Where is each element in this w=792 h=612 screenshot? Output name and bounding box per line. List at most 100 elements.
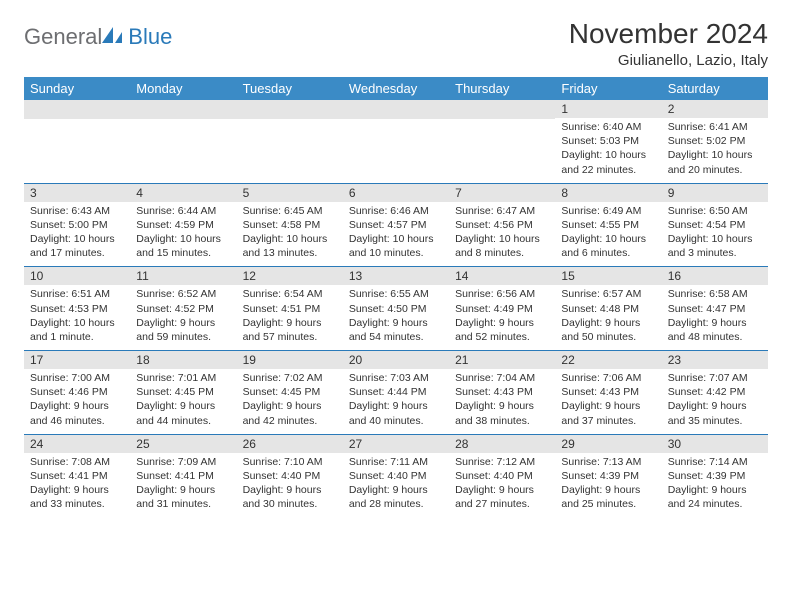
sunrise-text: Sunrise: 6:47 AM (455, 204, 549, 218)
day-number: 19 (237, 351, 343, 369)
empty-day-header (237, 100, 343, 119)
sunrise-text: Sunrise: 7:00 AM (30, 371, 124, 385)
calendar-table: Sunday Monday Tuesday Wednesday Thursday… (24, 77, 768, 517)
weekday-saturday: Saturday (662, 77, 768, 100)
daylight-text: Daylight: 9 hours and 37 minutes. (561, 399, 655, 427)
day-cell: 18Sunrise: 7:01 AMSunset: 4:45 PMDayligh… (130, 351, 236, 435)
title-block: November 2024 Giulianello, Lazio, Italy (569, 18, 768, 69)
logo: General Blue (24, 24, 172, 50)
daylight-text: Daylight: 9 hours and 46 minutes. (30, 399, 124, 427)
day-cell: 30Sunrise: 7:14 AMSunset: 4:39 PMDayligh… (662, 434, 768, 517)
week-row: 1Sunrise: 6:40 AMSunset: 5:03 PMDaylight… (24, 100, 768, 183)
daylight-text: Daylight: 9 hours and 33 minutes. (30, 483, 124, 511)
daylight-text: Daylight: 9 hours and 30 minutes. (243, 483, 337, 511)
sunrise-text: Sunrise: 6:51 AM (30, 287, 124, 301)
day-cell: 3Sunrise: 6:43 AMSunset: 5:00 PMDaylight… (24, 183, 130, 267)
day-details: Sunrise: 6:56 AMSunset: 4:49 PMDaylight:… (449, 285, 555, 350)
sunrise-text: Sunrise: 7:06 AM (561, 371, 655, 385)
day-details: Sunrise: 6:51 AMSunset: 4:53 PMDaylight:… (24, 285, 130, 350)
sunrise-text: Sunrise: 6:41 AM (668, 120, 762, 134)
sunrise-text: Sunrise: 7:03 AM (349, 371, 443, 385)
sunrise-text: Sunrise: 6:55 AM (349, 287, 443, 301)
day-cell: 25Sunrise: 7:09 AMSunset: 4:41 PMDayligh… (130, 434, 236, 517)
day-number: 29 (555, 435, 661, 453)
sunset-text: Sunset: 4:39 PM (561, 469, 655, 483)
sunrise-text: Sunrise: 7:08 AM (30, 455, 124, 469)
day-cell: 22Sunrise: 7:06 AMSunset: 4:43 PMDayligh… (555, 351, 661, 435)
day-number: 28 (449, 435, 555, 453)
day-cell (343, 100, 449, 183)
day-details: Sunrise: 6:40 AMSunset: 5:03 PMDaylight:… (555, 118, 661, 183)
weekday-friday: Friday (555, 77, 661, 100)
day-cell (130, 100, 236, 183)
sunrise-text: Sunrise: 7:14 AM (668, 455, 762, 469)
day-cell: 26Sunrise: 7:10 AMSunset: 4:40 PMDayligh… (237, 434, 343, 517)
daylight-text: Daylight: 10 hours and 13 minutes. (243, 232, 337, 260)
day-cell: 11Sunrise: 6:52 AMSunset: 4:52 PMDayligh… (130, 267, 236, 351)
day-details: Sunrise: 6:44 AMSunset: 4:59 PMDaylight:… (130, 202, 236, 267)
sunrise-text: Sunrise: 6:40 AM (561, 120, 655, 134)
daylight-text: Daylight: 9 hours and 31 minutes. (136, 483, 230, 511)
day-number: 22 (555, 351, 661, 369)
day-cell: 7Sunrise: 6:47 AMSunset: 4:56 PMDaylight… (449, 183, 555, 267)
day-number: 1 (555, 100, 661, 118)
sunrise-text: Sunrise: 6:44 AM (136, 204, 230, 218)
day-cell: 6Sunrise: 6:46 AMSunset: 4:57 PMDaylight… (343, 183, 449, 267)
day-number: 18 (130, 351, 236, 369)
day-cell: 21Sunrise: 7:04 AMSunset: 4:43 PMDayligh… (449, 351, 555, 435)
day-details: Sunrise: 7:13 AMSunset: 4:39 PMDaylight:… (555, 453, 661, 518)
sunrise-text: Sunrise: 6:43 AM (30, 204, 124, 218)
sunrise-text: Sunrise: 6:50 AM (668, 204, 762, 218)
day-details: Sunrise: 7:00 AMSunset: 4:46 PMDaylight:… (24, 369, 130, 434)
day-number: 13 (343, 267, 449, 285)
sunset-text: Sunset: 4:44 PM (349, 385, 443, 399)
sunrise-text: Sunrise: 7:02 AM (243, 371, 337, 385)
day-details: Sunrise: 7:09 AMSunset: 4:41 PMDaylight:… (130, 453, 236, 518)
day-number: 6 (343, 184, 449, 202)
day-number: 23 (662, 351, 768, 369)
day-details: Sunrise: 7:02 AMSunset: 4:45 PMDaylight:… (237, 369, 343, 434)
day-details: Sunrise: 7:01 AMSunset: 4:45 PMDaylight:… (130, 369, 236, 434)
week-row: 10Sunrise: 6:51 AMSunset: 4:53 PMDayligh… (24, 267, 768, 351)
sunset-text: Sunset: 4:51 PM (243, 302, 337, 316)
sunset-text: Sunset: 4:40 PM (243, 469, 337, 483)
day-cell (237, 100, 343, 183)
day-details: Sunrise: 6:41 AMSunset: 5:02 PMDaylight:… (662, 118, 768, 183)
logo-text-general: General (24, 24, 102, 50)
daylight-text: Daylight: 9 hours and 44 minutes. (136, 399, 230, 427)
day-cell: 12Sunrise: 6:54 AMSunset: 4:51 PMDayligh… (237, 267, 343, 351)
sunset-text: Sunset: 4:52 PM (136, 302, 230, 316)
day-cell: 23Sunrise: 7:07 AMSunset: 4:42 PMDayligh… (662, 351, 768, 435)
day-cell: 13Sunrise: 6:55 AMSunset: 4:50 PMDayligh… (343, 267, 449, 351)
empty-day-header (24, 100, 130, 119)
day-details: Sunrise: 7:11 AMSunset: 4:40 PMDaylight:… (343, 453, 449, 518)
sunset-text: Sunset: 4:48 PM (561, 302, 655, 316)
empty-day-header (343, 100, 449, 119)
daylight-text: Daylight: 10 hours and 3 minutes. (668, 232, 762, 260)
day-details: Sunrise: 6:43 AMSunset: 5:00 PMDaylight:… (24, 202, 130, 267)
daylight-text: Daylight: 9 hours and 57 minutes. (243, 316, 337, 344)
logo-text-blue: Blue (128, 24, 172, 50)
daylight-text: Daylight: 10 hours and 20 minutes. (668, 148, 762, 176)
sunset-text: Sunset: 4:54 PM (668, 218, 762, 232)
sunrise-text: Sunrise: 7:11 AM (349, 455, 443, 469)
sunrise-text: Sunrise: 7:01 AM (136, 371, 230, 385)
day-cell: 27Sunrise: 7:11 AMSunset: 4:40 PMDayligh… (343, 434, 449, 517)
day-details: Sunrise: 6:58 AMSunset: 4:47 PMDaylight:… (662, 285, 768, 350)
day-details: Sunrise: 7:06 AMSunset: 4:43 PMDaylight:… (555, 369, 661, 434)
sunrise-text: Sunrise: 6:57 AM (561, 287, 655, 301)
day-number: 8 (555, 184, 661, 202)
day-details: Sunrise: 6:47 AMSunset: 4:56 PMDaylight:… (449, 202, 555, 267)
day-number: 14 (449, 267, 555, 285)
day-cell: 14Sunrise: 6:56 AMSunset: 4:49 PMDayligh… (449, 267, 555, 351)
day-number: 17 (24, 351, 130, 369)
day-number: 10 (24, 267, 130, 285)
daylight-text: Daylight: 10 hours and 15 minutes. (136, 232, 230, 260)
day-number: 25 (130, 435, 236, 453)
day-cell: 2Sunrise: 6:41 AMSunset: 5:02 PMDaylight… (662, 100, 768, 183)
location-text: Giulianello, Lazio, Italy (569, 52, 768, 69)
day-number: 11 (130, 267, 236, 285)
daylight-text: Daylight: 9 hours and 54 minutes. (349, 316, 443, 344)
week-row: 3Sunrise: 6:43 AMSunset: 5:00 PMDaylight… (24, 183, 768, 267)
day-number: 21 (449, 351, 555, 369)
